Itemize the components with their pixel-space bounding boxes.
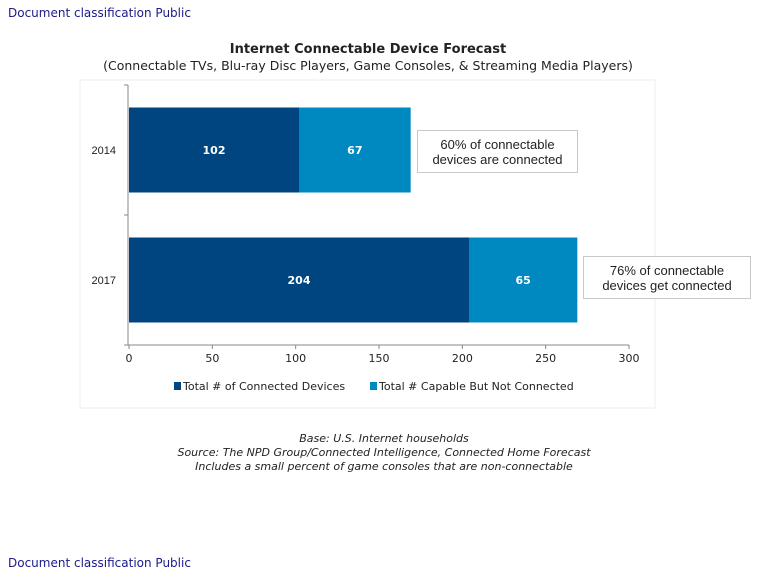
annotation-line: 76% of connectable [609, 262, 725, 278]
data-label: 67 [347, 144, 362, 157]
annotation-line: devices are connected [432, 151, 563, 167]
y-tick-label: 2014 [92, 145, 116, 157]
footnote-source: Source: The NPD Group/Connected Intellig… [177, 446, 591, 459]
data-label: 65 [516, 274, 531, 287]
x-tick-label: 200 [452, 352, 473, 365]
annotation-line: 60% of connectable [440, 136, 555, 152]
x-tick-label: 300 [619, 352, 640, 365]
bar-2014-series-1 [299, 107, 411, 193]
x-tick-label: 100 [285, 352, 306, 365]
bar-2014-series-0 [129, 107, 299, 193]
chart-subtitle: (Connectable TVs, Blu-ray Disc Players, … [103, 58, 633, 73]
legend-label: Total # of Connected Devices [182, 380, 345, 393]
bar-2017-series-1 [469, 237, 578, 323]
footnote-note: Includes a small percent of game console… [195, 460, 573, 473]
footnotes: Base: U.S. Internet households Source: T… [0, 432, 768, 474]
x-tick-label: 250 [535, 352, 556, 365]
annotation-2017: 76% of connectable devices get connected [583, 256, 751, 299]
chart-title: Internet Connectable Device Forecast [230, 42, 506, 57]
classification-label-top: Document classification Public [8, 6, 191, 20]
bar-2017-series-0 [129, 237, 469, 323]
data-label: 204 [288, 274, 311, 287]
y-tick-label: 2017 [92, 275, 116, 287]
classification-label-bottom: Document classification Public [8, 556, 191, 570]
x-tick-label: 50 [205, 352, 219, 365]
legend-swatch [370, 382, 377, 390]
footnote-base: Base: U.S. Internet households [299, 432, 469, 445]
legend-label: Total # Capable But Not Connected [378, 380, 574, 393]
data-label: 102 [203, 144, 226, 157]
annotation-2014: 60% of connectable devices are connected [417, 130, 578, 173]
annotation-line: devices get connected [602, 277, 732, 293]
x-tick-label: 150 [369, 352, 390, 365]
x-tick-label: 0 [126, 352, 133, 365]
legend-swatch [174, 382, 181, 390]
